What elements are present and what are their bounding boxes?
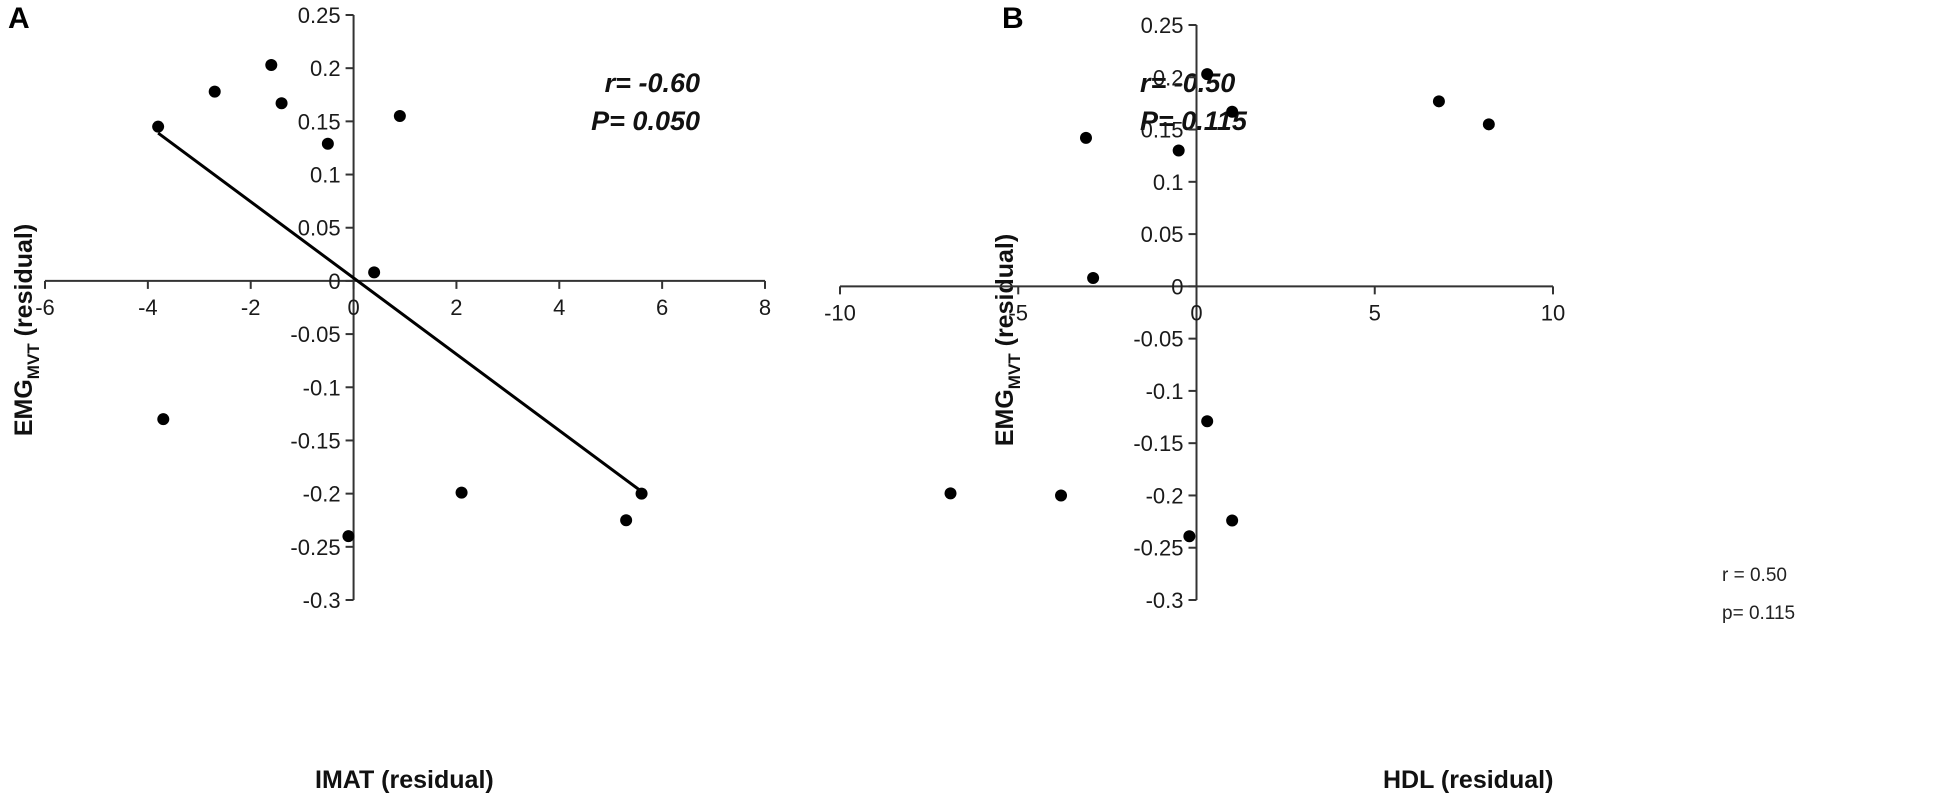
panel-b-data-point	[1087, 272, 1100, 284]
panel-a-x-axis-title: IMAT (residual)	[315, 766, 494, 794]
panel-a-y-tick-label: 0.15	[298, 109, 341, 134]
panel-a-data-point	[393, 110, 406, 123]
panel-a-data-point	[321, 137, 334, 150]
panel-a-data-point	[275, 97, 288, 110]
panel-a-letter: A	[8, 2, 30, 35]
panel-b-letter: B	[1002, 2, 1024, 35]
panel-a-y-tick-label: 0.1	[310, 163, 341, 188]
panel-b-x-tick-label: 0	[1190, 300, 1202, 325]
panel-a-y-axis-title: EMGMVT (residual)	[10, 224, 43, 436]
panel-b-data-point	[1226, 514, 1239, 527]
panel-b-y-tick-label: -0.05	[1133, 327, 1183, 352]
panel-b-y-tick-label: 0.15	[1141, 118, 1184, 143]
panel-a-y-tick-label: 0.2	[310, 56, 341, 81]
panel-b-data-point	[1183, 530, 1196, 543]
panel-a-y-tick-label: -0.3	[303, 588, 341, 613]
panel-b-data-point	[1201, 415, 1214, 428]
panel-a-r-value: r= -0.60	[605, 68, 700, 98]
panel-a-x-tick-label: 0	[347, 295, 359, 320]
panel-b-data-point	[1432, 95, 1445, 108]
panel-b-y-tick-label: -0.25	[1133, 536, 1183, 561]
panel-a-y-tick-label: -0.15	[290, 428, 340, 453]
panel-b-y-tick-label: 0.05	[1141, 222, 1184, 247]
panel-a-x-tick-label: -6	[35, 295, 55, 320]
panel-b-y-tick-label: 0	[1171, 274, 1183, 299]
panel-a-y-tick-label: -0.25	[290, 535, 340, 560]
panel-b-x-tick-label: -5	[1008, 300, 1028, 325]
panel-a-x-tick-label: 2	[450, 295, 462, 320]
panel-b-x-tick-label: 5	[1369, 300, 1381, 325]
panel-a-y-tick-label: -0.1	[303, 375, 341, 400]
panel-b-x-tick-label: 10	[1541, 300, 1565, 325]
panel-b-y-axis-title: EMGMVT (residual)	[991, 234, 1024, 446]
panel-a-data-point	[455, 486, 468, 499]
panel-a-y-tick-label: -0.2	[303, 482, 341, 507]
panel-a-x-tick-label: 8	[759, 295, 771, 320]
panel-b-data-point	[1079, 131, 1092, 144]
panel-a-x-tick-label: -2	[241, 295, 261, 320]
panel-a-data-point	[265, 58, 278, 71]
panel-b-r-value: r= -0.50	[1140, 68, 1235, 98]
panel-a-y-tick-label: 0.05	[298, 216, 341, 241]
panel-b-y-tick-label: -0.2	[1146, 483, 1184, 508]
panel-a-regression-line	[157, 131, 643, 493]
panel-b-data-point	[1055, 489, 1068, 502]
panel-a: A r= -0.60 P= 0.050 IMAT (residual) EMGM…	[8, 2, 771, 794]
panel-b-data-point	[944, 487, 957, 500]
panel-b-x-tick-label: -10	[824, 300, 856, 325]
panel-b: B r= -0.50 P= 0.115 r = 0.50 p= 0.115 HD…	[824, 2, 1795, 794]
panel-b-y-tick-label: -0.1	[1146, 379, 1184, 404]
panel-a-y-tick-label: -0.05	[290, 322, 340, 347]
panel-a-data-point	[157, 413, 170, 426]
panel-b-y-tick-label: 0.25	[1141, 13, 1184, 38]
panel-b-y-tick-label: -0.3	[1146, 588, 1184, 613]
panel-a-data-point	[368, 266, 381, 279]
panel-a-y-tick-label: 0.25	[298, 3, 341, 28]
panel-a-x-tick-label: -4	[138, 295, 158, 320]
panel-a-data-point	[152, 120, 165, 133]
panel-a-data-point	[342, 530, 355, 543]
panel-b-y-tick-label: 0.1	[1153, 170, 1184, 195]
panel-a-data-point	[635, 487, 648, 500]
panel-a-x-tick-label: 6	[656, 295, 668, 320]
panel-b-data-point	[1482, 118, 1495, 131]
panel-b-y-tick-label: -0.15	[1133, 431, 1183, 456]
panel-b-note-p: p= 0.115	[1722, 603, 1795, 624]
panel-a-y-tick-label: 0	[328, 269, 340, 294]
panel-b-data-point	[1226, 105, 1239, 118]
panel-a-data-point	[620, 514, 633, 527]
panel-a-x-tick-label: 4	[553, 295, 565, 320]
panel-b-y-tick-label: 0.2	[1153, 65, 1184, 90]
panel-b-note-r: r = 0.50	[1722, 565, 1787, 586]
panel-a-p-value: P= 0.050	[591, 106, 700, 136]
panel-b-data-point	[1172, 144, 1185, 157]
panel-a-data-point	[208, 85, 221, 98]
panel-b-x-axis-title: HDL (residual)	[1383, 766, 1553, 794]
panel-b-data-point	[1201, 68, 1214, 81]
